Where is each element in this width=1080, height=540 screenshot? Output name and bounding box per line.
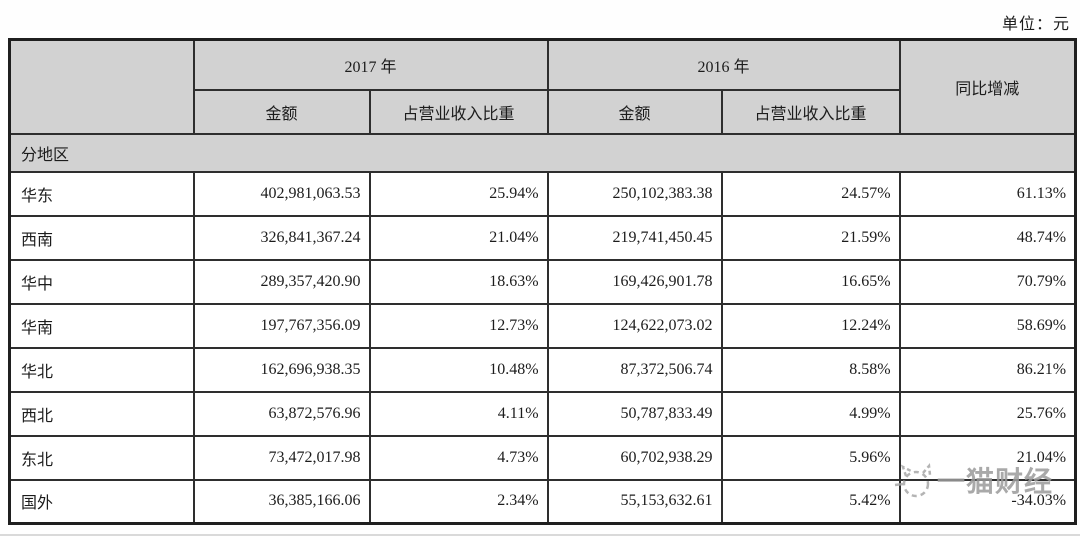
yoy-cell: 86.21%	[898, 346, 1077, 393]
ratio-2016-cell: 12.24%	[720, 302, 901, 349]
amount-2016-cell: 250,102,383.38	[546, 170, 723, 217]
year-2017-header: 2017 年	[192, 38, 549, 91]
amount-2017-cell: 326,841,367.24	[192, 214, 371, 261]
ratio-2016-cell: 5.42%	[720, 478, 901, 525]
ratio-2016-cell: 5.96%	[720, 434, 901, 481]
ratio-2017-cell: 10.48%	[368, 346, 549, 393]
region-cell: 国外	[8, 478, 195, 525]
ratio-2016-cell: 4.99%	[720, 390, 901, 437]
table-row: 华中 289,357,420.90 18.63% 169,426,901.78 …	[8, 258, 1077, 305]
ratio-2017-header: 占营业收入比重	[368, 88, 549, 135]
header-row-metrics: 金额 占营业收入比重 金额 占营业收入比重	[10, 88, 1076, 135]
section-row: 分地区	[8, 132, 1077, 173]
yoy-cell: 21.04%	[898, 434, 1077, 481]
yoy-cell: -34.03%	[898, 478, 1077, 525]
ratio-2016-cell: 8.58%	[720, 346, 901, 393]
amount-2016-cell: 50,787,833.49	[546, 390, 723, 437]
yoy-cell: 25.76%	[898, 390, 1077, 437]
yoy-cell: 48.74%	[898, 214, 1077, 261]
table-row: 西南 326,841,367.24 21.04% 219,741,450.45 …	[8, 214, 1077, 261]
ratio-2016-cell: 16.65%	[720, 258, 901, 305]
table-row: 西北 63,872,576.96 4.11% 50,787,833.49 4.9…	[8, 390, 1077, 437]
revenue-by-region-table: 2017 年 2016 年 同比增减 金额 占营业收入比重 金额 占营业收入比重…	[8, 38, 1078, 525]
amount-2017-header: 金额	[192, 88, 371, 135]
amount-2017-cell: 197,767,356.09	[192, 302, 371, 349]
ratio-2017-cell: 21.04%	[368, 214, 549, 261]
amount-2017-cell: 162,696,938.35	[192, 346, 371, 393]
year-2016-header: 2016 年	[546, 38, 901, 91]
ratio-2016-cell: 21.59%	[720, 214, 901, 261]
region-cell: 东北	[8, 434, 195, 481]
ratio-2016-cell: 24.57%	[720, 170, 901, 217]
region-cell: 华东	[8, 170, 195, 217]
amount-2016-cell: 55,153,632.61	[546, 478, 723, 525]
amount-2016-cell: 219,741,450.45	[546, 214, 723, 261]
yoy-cell: 61.13%	[898, 170, 1077, 217]
region-cell: 华北	[8, 346, 195, 393]
yoy-cell: 70.79%	[898, 258, 1077, 305]
region-cell: 华中	[8, 258, 195, 305]
amount-2017-cell: 63,872,576.96	[192, 390, 371, 437]
unit-label: 单位：元	[1001, 16, 1070, 33]
table-row: 华东 402,981,063.53 25.94% 250,102,383.38 …	[8, 170, 1077, 217]
region-cell: 西北	[8, 390, 195, 437]
region-header-cell-empty	[8, 38, 195, 135]
header-row-years: 2017 年 2016 年 同比增减	[8, 38, 1077, 135]
amount-2016-cell: 169,426,901.78	[546, 258, 723, 305]
ratio-2017-cell: 4.11%	[368, 390, 549, 437]
ratio-2017-cell: 18.63%	[368, 258, 549, 305]
ratio-2017-cell: 12.73%	[368, 302, 549, 349]
table-row: 东北 73,472,017.98 4.73% 60,702,938.29 5.9…	[8, 434, 1077, 481]
region-cell: 西南	[8, 214, 195, 261]
table-row: 华南 197,767,356.09 12.73% 124,622,073.02 …	[8, 302, 1077, 349]
amount-2017-cell: 73,472,017.98	[192, 434, 371, 481]
ratio-2016-header: 占营业收入比重	[720, 88, 901, 135]
amount-2016-header: 金额	[546, 88, 723, 135]
region-cell: 华南	[8, 302, 195, 349]
yoy-cell: 58.69%	[898, 302, 1077, 349]
amount-2017-cell: 402,981,063.53	[192, 170, 371, 217]
yoy-header: 同比增减	[898, 38, 1077, 135]
ratio-2017-cell: 25.94%	[368, 170, 549, 217]
amount-2016-cell: 87,372,506.74	[546, 346, 723, 393]
amount-2016-cell: 60,702,938.29	[546, 434, 723, 481]
amount-2016-cell: 124,622,073.02	[546, 302, 723, 349]
section-label: 分地区	[8, 132, 1077, 173]
table-row: 国外 36,385,166.06 2.34% 55,153,632.61 5.4…	[8, 478, 1077, 525]
ratio-2017-cell: 4.73%	[368, 434, 549, 481]
amount-2017-cell: 289,357,420.90	[192, 258, 371, 305]
ratio-2017-cell: 2.34%	[368, 478, 549, 525]
bottom-divider	[0, 534, 1080, 536]
amount-2017-cell: 36,385,166.06	[192, 478, 371, 525]
table-row: 华北 162,696,938.35 10.48% 87,372,506.74 8…	[8, 346, 1077, 393]
